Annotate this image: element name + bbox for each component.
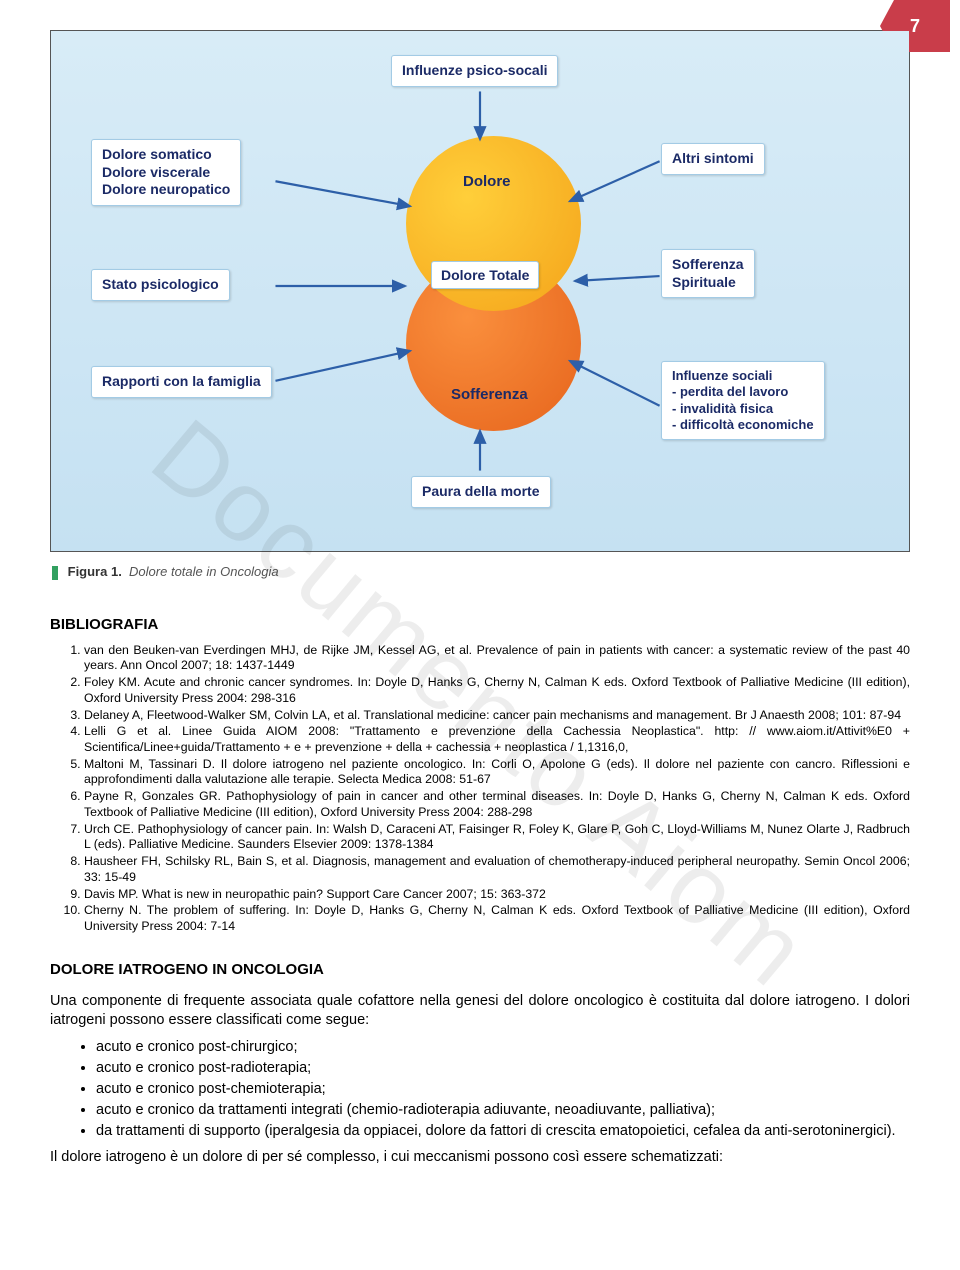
reference-item: Cherny N. The problem of suffering. In: …: [84, 903, 910, 934]
box-right-2: Sofferenza Spirituale: [661, 249, 755, 298]
reference-item: Urch CE. Pathophysiology of cancer pain.…: [84, 822, 910, 853]
venn-overlap-label: Dolore Totale: [431, 261, 539, 289]
box-top: Influenze psico-socali: [391, 55, 558, 87]
caption-text: Dolore totale in Oncologia: [129, 564, 279, 579]
box-left-2: Stato psicologico: [91, 269, 230, 301]
bibliography-list: van den Beuken-van Everdingen MHJ, de Ri…: [50, 643, 910, 935]
caption-label: Figura 1.: [68, 564, 122, 579]
box-left-1: Dolore somatico Dolore viscerale Dolore …: [91, 139, 241, 206]
section-intro: Una componente di frequente associata qu…: [50, 992, 910, 1031]
list-item: acuto e cronico post-chemioterapia;: [96, 1079, 910, 1100]
list-item: acuto e cronico post-chirurgico;: [96, 1037, 910, 1058]
reference-item: Maltoni M, Tassinari D. Il dolore iatrog…: [84, 757, 910, 788]
reference-item: Foley KM. Acute and chronic cancer syndr…: [84, 675, 910, 706]
caption-tick-icon: [52, 566, 58, 580]
reference-item: Delaney A, Fleetwood-Walker SM, Colvin L…: [84, 708, 910, 724]
reference-item: Hausheer FH, Schilsky RL, Bain S, et al.…: [84, 854, 910, 885]
reference-item: van den Beuken-van Everdingen MHJ, de Ri…: [84, 643, 910, 674]
reference-item: Lelli G et al. Linee Guida AIOM 2008: "T…: [84, 724, 910, 755]
box-left-3: Rapporti con la famiglia: [91, 366, 272, 398]
venn-label-top: Dolore: [463, 173, 511, 190]
reference-item: Davis MP. What is new in neuropathic pai…: [84, 887, 910, 903]
box-right-3: Influenze sociali - perdita del lavoro -…: [661, 361, 825, 440]
list-item: acuto e cronico post-radioterapia;: [96, 1058, 910, 1079]
section-outro: Il dolore iatrogeno è un dolore di per s…: [50, 1148, 910, 1168]
figure-caption: Figura 1. Dolore totale in Oncologia: [50, 558, 910, 598]
section-bullet-list: acuto e cronico post-chirurgico; acuto e…: [50, 1037, 910, 1142]
list-item: acuto e cronico da trattamenti integrati…: [96, 1100, 910, 1121]
box-right-1: Altri sintomi: [661, 143, 765, 175]
list-item: da trattamenti di supporto (iperalgesia …: [96, 1121, 910, 1142]
section-heading: DOLORE IATROGENO IN ONCOLOGIA: [50, 961, 910, 978]
bibliography-heading: BIBLIOGRAFIA: [50, 616, 910, 633]
venn-label-bottom: Sofferenza: [451, 386, 528, 403]
box-bottom: Paura della morte: [411, 476, 551, 508]
figure-frame: Dolore Sofferenza Dolore Totale Influenz…: [50, 30, 910, 552]
document-page: 7 Documento Aiom: [0, 0, 960, 1214]
figure-diagram: Dolore Sofferenza Dolore Totale Influenz…: [51, 31, 909, 551]
reference-item: Payne R, Gonzales GR. Pathophysiology of…: [84, 789, 910, 820]
